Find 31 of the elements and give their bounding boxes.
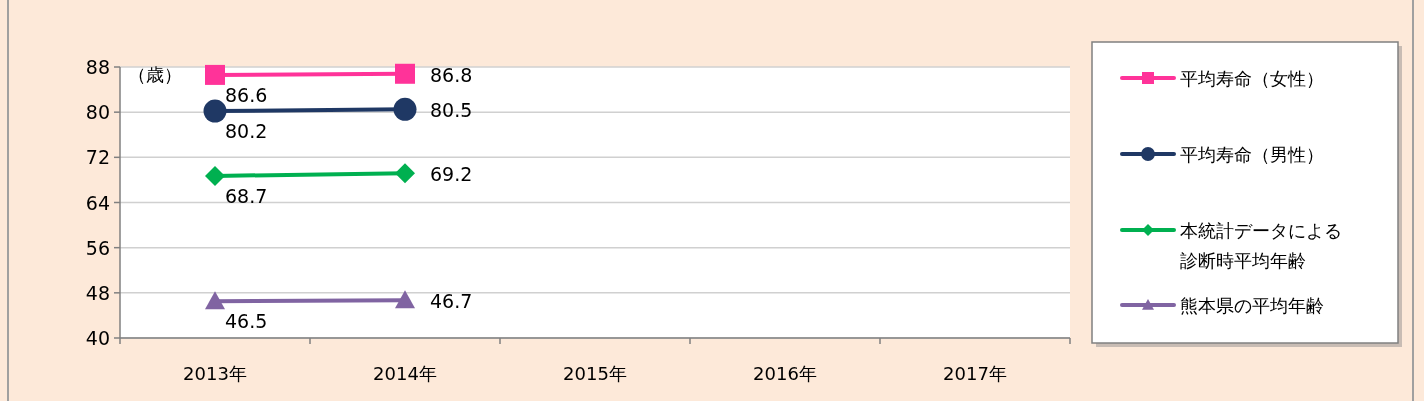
x-tick-label: 2014年 xyxy=(373,363,437,384)
y-tick-label: 64 xyxy=(85,191,110,214)
data-label: 80.2 xyxy=(225,120,268,143)
y-tick-label: 88 xyxy=(85,56,110,78)
legend-label: 平均寿命（男性） xyxy=(1180,144,1324,165)
point xyxy=(395,63,415,84)
point xyxy=(203,99,227,123)
point xyxy=(205,165,225,186)
y-tick-label: 80 xyxy=(85,101,110,124)
y-tick-label: 72 xyxy=(85,146,110,169)
x-tick-label: 2015年 xyxy=(563,363,627,384)
point xyxy=(393,97,417,121)
x-tick-label: 2013年 xyxy=(183,363,247,384)
y-tick-label: 40 xyxy=(85,327,110,349)
y-tick-label: 48 xyxy=(85,281,110,304)
data-label: 86.8 xyxy=(430,63,473,86)
data-label: 86.6 xyxy=(225,83,268,106)
data-label: 68.7 xyxy=(225,184,268,207)
point xyxy=(205,64,225,85)
point xyxy=(395,163,415,184)
x-tick-label: 2017年 xyxy=(943,363,1007,384)
x-tick-label: 2016年 xyxy=(753,363,817,384)
y-tick-label: 56 xyxy=(85,236,110,259)
legend-label: 本統計データによる診断時平均年齢 xyxy=(1180,220,1342,271)
data-label: 80.5 xyxy=(430,99,473,122)
legend-label: 平均寿命（女性） xyxy=(1180,68,1324,89)
data-label: 69.2 xyxy=(430,163,473,186)
y-axis-title: （歳） xyxy=(128,64,182,85)
legend-label: 熊本県の平均年齢 xyxy=(1180,295,1324,316)
data-label: 46.7 xyxy=(430,290,473,313)
data-label: 46.5 xyxy=(225,310,268,333)
